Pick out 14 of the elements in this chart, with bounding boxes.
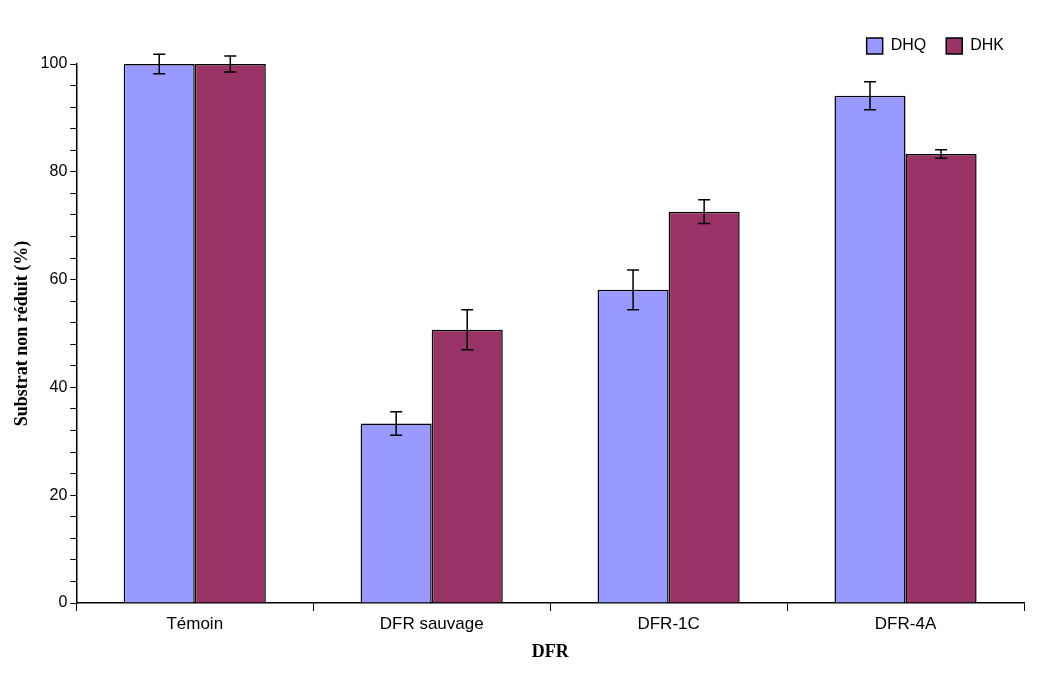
x-axis-title: DFR: [531, 640, 570, 661]
y-tick-label: 40: [49, 377, 68, 395]
legend-label: DHK: [970, 36, 1005, 54]
x-tick-label: DFR-1C: [637, 613, 700, 633]
y-tick-label: 20: [49, 485, 68, 503]
y-tick-label: 60: [49, 270, 68, 288]
y-tick-label: 0: [58, 593, 68, 611]
x-tick-label: DFR-4A: [874, 613, 937, 633]
x-tick-label: DFR sauvage: [379, 613, 484, 633]
x-tick-label: Témoin: [166, 613, 224, 633]
legend-label: DHQ: [890, 36, 927, 54]
y-tick-label: 100: [40, 54, 68, 72]
y-tick-label: 80: [49, 162, 68, 180]
y-axis-title: Substrat non réduit (%): [11, 240, 33, 427]
